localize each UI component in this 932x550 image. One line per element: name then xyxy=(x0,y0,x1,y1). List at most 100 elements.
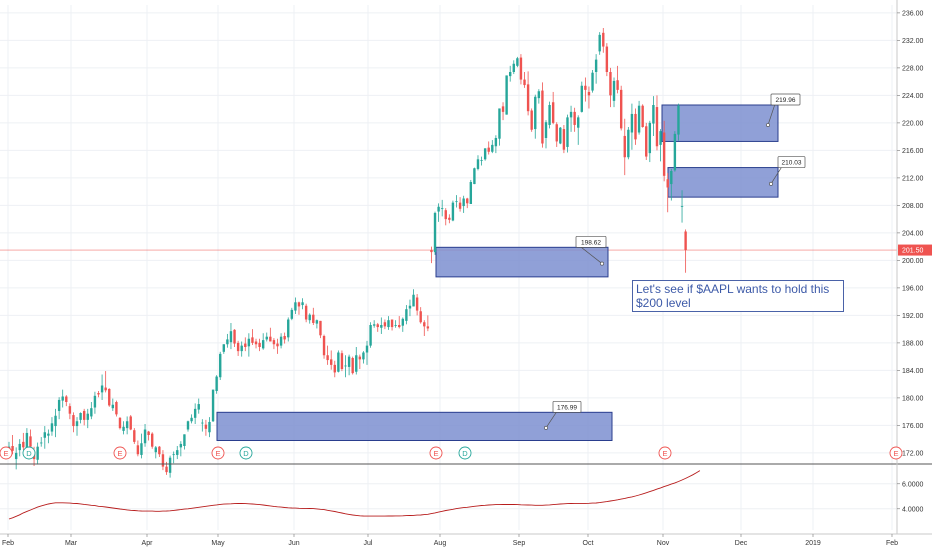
candle-body xyxy=(369,325,372,346)
candle-body xyxy=(86,413,89,420)
candle-body xyxy=(133,430,136,442)
event-marker xyxy=(22,446,36,460)
candle-body xyxy=(619,89,623,129)
candle-body xyxy=(466,198,469,204)
callout-anchor xyxy=(544,425,548,430)
candle-body xyxy=(172,454,175,456)
candle-body xyxy=(276,343,279,347)
candle-body xyxy=(419,311,422,323)
candle-body xyxy=(591,72,594,91)
candle-body xyxy=(204,424,208,429)
candle-body xyxy=(480,160,483,161)
candle-body xyxy=(623,135,626,158)
demand-zones: 219.96 210.03 198.62 176.99 xyxy=(216,93,806,441)
candle-body xyxy=(108,388,111,406)
candle-body xyxy=(519,57,523,80)
candle-body xyxy=(151,433,154,447)
candle-body xyxy=(526,84,530,112)
candle-body xyxy=(537,91,541,99)
candle-body xyxy=(244,343,247,347)
candle-body xyxy=(609,72,612,96)
candle-body xyxy=(605,46,609,72)
candle-body xyxy=(340,353,344,369)
candle-body xyxy=(566,117,569,147)
callout-anchor xyxy=(766,123,770,127)
candle-body xyxy=(283,336,286,340)
candle-body xyxy=(193,408,197,418)
time-tick-label: Sep xyxy=(513,540,526,547)
price-tick-label: 204.00 xyxy=(902,230,924,237)
candle-body xyxy=(61,396,64,401)
candle-body xyxy=(580,85,583,112)
time-tick-label: Jun xyxy=(288,540,299,547)
current-price-tag xyxy=(898,244,932,256)
candle-body xyxy=(673,133,677,171)
candle-body xyxy=(437,206,440,212)
candle-body xyxy=(36,446,39,460)
candle-body xyxy=(236,342,240,352)
candle-body xyxy=(380,325,383,328)
candle-body xyxy=(541,90,544,144)
candle-body xyxy=(440,208,444,209)
candle-body xyxy=(487,147,490,152)
candle-body xyxy=(616,80,619,90)
indicator-pane xyxy=(0,463,932,520)
callout-leader xyxy=(579,246,603,264)
time-tick-label: Mar xyxy=(65,540,78,547)
candle-body xyxy=(573,111,576,125)
candle-body xyxy=(659,131,662,145)
event-marker xyxy=(889,446,903,460)
candle-body xyxy=(387,320,390,328)
candle-body xyxy=(65,396,68,402)
candle-body xyxy=(97,393,100,395)
candle-body xyxy=(383,322,387,327)
candle-body xyxy=(136,445,140,455)
candle-body xyxy=(569,111,573,118)
candle-body xyxy=(677,105,680,135)
callout-leader xyxy=(545,411,558,429)
candle-body xyxy=(634,113,637,140)
candle-body xyxy=(122,426,125,431)
candle-body xyxy=(326,355,329,361)
candle-body xyxy=(641,105,644,127)
chart-annotation[interactable]: Let's see if $AAPL wants to hold this $2… xyxy=(632,280,844,312)
time-tick-label: Nov xyxy=(657,540,670,547)
candle-body xyxy=(394,325,397,326)
candle-body xyxy=(401,318,404,326)
candle-body xyxy=(505,75,508,115)
callout-leader xyxy=(770,166,783,185)
price-tick-label: 200.00 xyxy=(902,258,924,265)
candle-body xyxy=(476,159,480,169)
candle-body xyxy=(140,443,143,455)
candle-body xyxy=(322,336,326,356)
candle-body xyxy=(168,457,172,473)
candle-body xyxy=(14,452,18,460)
candle-body xyxy=(548,105,551,125)
candle-body xyxy=(491,144,494,152)
candle-body xyxy=(530,110,533,130)
time-tick-label: Jul xyxy=(364,540,373,547)
zone-price-label: 219.96 xyxy=(776,97,796,104)
candle-body xyxy=(376,324,379,328)
candle-body xyxy=(319,320,322,336)
demand-zone xyxy=(661,104,779,142)
candle-body xyxy=(269,336,272,342)
event-marker-label: E xyxy=(3,449,8,458)
zone-price-callout xyxy=(777,156,806,168)
candle-body xyxy=(408,305,412,309)
time-tick-label: Feb xyxy=(886,540,898,547)
candle-body xyxy=(308,314,311,321)
event-marker-label: D xyxy=(462,449,468,458)
candle-body xyxy=(534,96,537,130)
price-tick-label: 180.00 xyxy=(902,395,924,402)
candle-body xyxy=(57,399,61,411)
candle-body xyxy=(129,416,132,430)
candle-body xyxy=(158,446,161,455)
candle-body xyxy=(358,356,362,360)
price-tick-label: 188.00 xyxy=(902,340,924,347)
candle-body xyxy=(473,168,476,185)
event-marker-label: E xyxy=(215,449,220,458)
